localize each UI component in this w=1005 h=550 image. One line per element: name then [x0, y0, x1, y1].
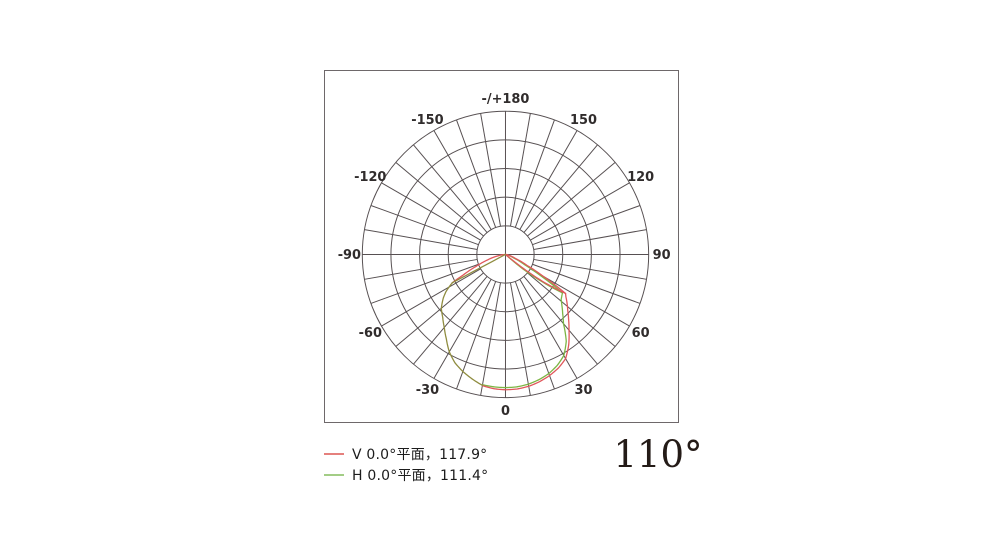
legend-swatch-v-line: [324, 452, 344, 455]
legend-item-v: V 0.0°平面，117.9°: [324, 443, 488, 464]
angle-label--60: -60: [359, 326, 382, 341]
curve-v-0-0-: [451, 253, 507, 284]
angle-label-90: 90: [653, 248, 671, 263]
angle-label-180: -/+180: [482, 92, 530, 107]
angle-label-150: 150: [570, 113, 597, 128]
angle-label-60: 60: [632, 326, 650, 341]
curve-v-h-overlap: [440, 282, 484, 386]
legend-swatch-h-line: [324, 473, 344, 476]
curve-v-h-overlap: [451, 253, 507, 284]
curve-v-0-0-: [504, 253, 567, 295]
legend: V 0.0°平面，117.9° H 0.0°平面，111.4°: [324, 443, 488, 485]
legend-item-h: H 0.0°平面，111.4°: [324, 464, 488, 485]
angle-label--30: -30: [416, 383, 439, 398]
legend-label-v: V 0.0°平面，117.9°: [352, 446, 488, 463]
angle-label--120: -120: [354, 170, 386, 185]
curve-h-0-0-: [481, 292, 567, 389]
angle-label-120: 120: [627, 170, 654, 185]
beam-angle-title: 110°: [613, 433, 703, 476]
angle-label-30: 30: [575, 383, 593, 398]
angle-label--150: -150: [411, 113, 443, 128]
polar-chart-panel: -/+180 150 120 90 60 30 0 -30 -60 -90 -120 -150: [324, 70, 679, 423]
curve-v-0-0-: [504, 253, 567, 295]
legend-label-h: H 0.0°平面，111.4°: [352, 467, 489, 484]
angle-label--90: -90: [338, 248, 361, 263]
angle-label-0: 0: [501, 404, 510, 419]
polar-chart: -/+180 150 120 90 60 30 0 -30 -60 -90 -120 -150: [338, 92, 671, 419]
curve-v-0-0-: [481, 292, 570, 391]
